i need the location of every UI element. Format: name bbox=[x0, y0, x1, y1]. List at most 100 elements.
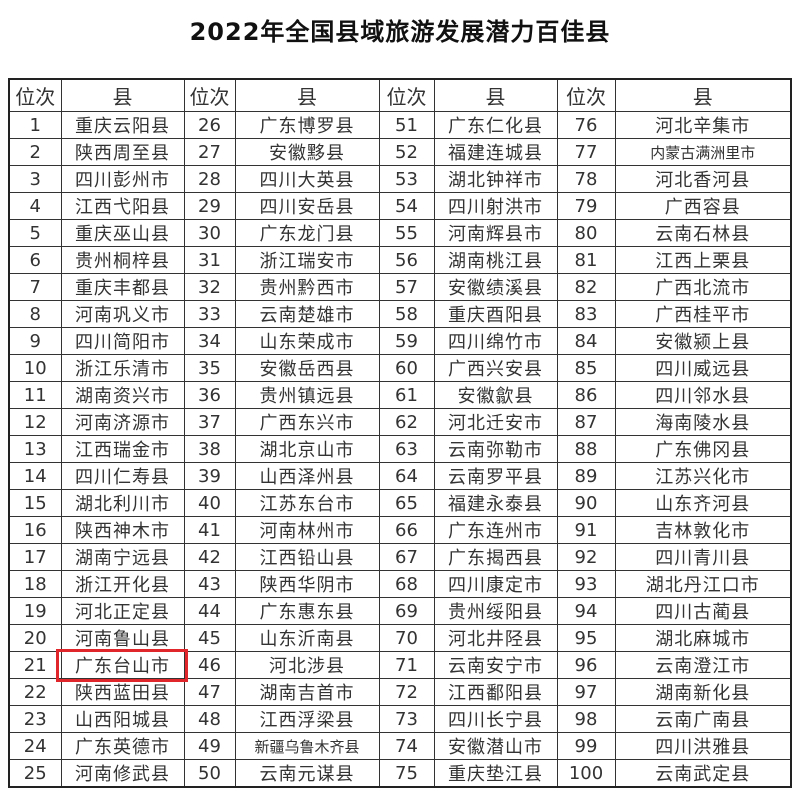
county-cell: 安徽岳西县 bbox=[234, 354, 380, 382]
county-name: 湖南桃江县 bbox=[448, 251, 543, 272]
table-row: 7 重庆丰都县 32 贵州黔西市 57 安徽绩溪县 82 广西北流市 bbox=[8, 273, 792, 301]
county-name: 四川青川县 bbox=[655, 548, 751, 569]
rank-cell: 19 bbox=[8, 597, 62, 625]
county-cell: 河南修武县 bbox=[60, 759, 185, 788]
county-cell: 四川洪雅县 bbox=[614, 732, 792, 760]
county-name: 浙江瑞安市 bbox=[259, 251, 355, 272]
county-cell: 安徽潜山市 bbox=[433, 732, 558, 760]
rank-cell: 5 bbox=[8, 219, 62, 247]
county-cell: 广东英德市 bbox=[60, 732, 185, 760]
rank-cell: 53 bbox=[378, 165, 435, 193]
county-header: 县 bbox=[234, 78, 380, 112]
county-cell: 湖南宁远县 bbox=[60, 543, 185, 571]
county-name: 四川长宁县 bbox=[448, 710, 543, 731]
rank-cell: 36 bbox=[183, 381, 236, 409]
county-cell: 四川彭州市 bbox=[60, 165, 185, 193]
county-cell: 贵州镇远县 bbox=[234, 381, 380, 409]
rank-cell: 78 bbox=[556, 165, 616, 193]
rank-cell: 62 bbox=[378, 408, 435, 436]
rank-cell: 68 bbox=[378, 570, 435, 598]
county-cell: 陕西周至县 bbox=[60, 138, 185, 166]
rank-cell: 23 bbox=[8, 705, 62, 733]
rank-cell: 18 bbox=[8, 570, 62, 598]
rank-cell: 96 bbox=[556, 651, 616, 679]
rank-cell: 55 bbox=[378, 219, 435, 247]
county-name: 四川邻水县 bbox=[655, 386, 751, 407]
rank-cell: 52 bbox=[378, 138, 435, 166]
rank-cell: 57 bbox=[378, 273, 435, 301]
county-name: 四川射洪市 bbox=[448, 197, 543, 218]
county-name: 广东台山市 bbox=[75, 656, 170, 677]
county-name: 湖北京山市 bbox=[259, 440, 355, 461]
county-name: 山东沂南县 bbox=[259, 629, 355, 650]
county-name: 山西阳城县 bbox=[75, 710, 170, 731]
county-name: 湖南宁远县 bbox=[75, 548, 170, 569]
county-cell: 山东沂南县 bbox=[234, 624, 380, 652]
county-cell: 河北辛集市 bbox=[614, 111, 792, 139]
rank-cell: 13 bbox=[8, 435, 62, 463]
county-cell: 山东荣成市 bbox=[234, 327, 380, 355]
rank-cell: 94 bbox=[556, 597, 616, 625]
county-cell: 浙江开化县 bbox=[60, 570, 185, 598]
rank-cell: 89 bbox=[556, 462, 616, 490]
county-cell: 新疆乌鲁木齐县 bbox=[234, 732, 380, 760]
county-cell: 云南楚雄市 bbox=[234, 300, 380, 328]
county-cell: 广东佛冈县 bbox=[614, 435, 792, 463]
county-name: 江西鄱阳县 bbox=[448, 683, 543, 704]
rank-cell: 34 bbox=[183, 327, 236, 355]
county-name: 广东博罗县 bbox=[259, 116, 355, 137]
county-cell: 河南林州市 bbox=[234, 516, 380, 544]
county-cell: 广西兴安县 bbox=[433, 354, 558, 382]
county-name: 四川威远县 bbox=[655, 359, 751, 380]
county-cell: 河北迁安市 bbox=[433, 408, 558, 436]
county-name: 湖南吉首市 bbox=[259, 683, 355, 704]
county-cell: 广东揭西县 bbox=[433, 543, 558, 571]
rank-cell: 97 bbox=[556, 678, 616, 706]
county-cell: 河北井陉县 bbox=[433, 624, 558, 652]
rank-cell: 50 bbox=[183, 759, 236, 788]
rank-cell: 85 bbox=[556, 354, 616, 382]
county-cell: 吉林敦化市 bbox=[614, 516, 792, 544]
county-name: 河北辛集市 bbox=[655, 116, 751, 137]
county-name: 山西泽州县 bbox=[259, 467, 355, 488]
table-row: 2 陕西周至县 27 安徽黟县 52 福建连城县 77 内蒙古满洲里市 bbox=[8, 138, 792, 166]
county-cell: 安徽颍上县 bbox=[614, 327, 792, 355]
rank-cell: 66 bbox=[378, 516, 435, 544]
rank-cell: 61 bbox=[378, 381, 435, 409]
county-cell: 江西瑞金市 bbox=[60, 435, 185, 463]
table-row: 21 广东台山市 46 河北涉县 71 云南安宁市 96 云南澄江市 bbox=[8, 649, 792, 682]
county-cell: 贵州黔西市 bbox=[234, 273, 380, 301]
county-cell: 河南鲁山县 bbox=[60, 624, 185, 652]
county-cell: 四川威远县 bbox=[614, 354, 792, 382]
rank-cell: 39 bbox=[183, 462, 236, 490]
county-name: 河北香河县 bbox=[655, 170, 751, 191]
county-name: 广东惠东县 bbox=[259, 602, 355, 623]
county-cell: 四川绵竹市 bbox=[433, 327, 558, 355]
county-cell: 云南罗平县 bbox=[433, 462, 558, 490]
county-cell: 四川青川县 bbox=[614, 543, 792, 571]
rank-cell: 31 bbox=[183, 246, 236, 274]
table-row: 15 湖北利川市 40 江苏东台市 65 福建永泰县 90 山东齐河县 bbox=[8, 489, 792, 517]
rank-cell: 43 bbox=[183, 570, 236, 598]
rank-cell: 74 bbox=[378, 732, 435, 760]
rank-cell: 45 bbox=[183, 624, 236, 652]
county-cell: 河北正定县 bbox=[60, 597, 185, 625]
rank-cell: 95 bbox=[556, 624, 616, 652]
county-name: 河南巩义市 bbox=[75, 305, 170, 326]
county-cell: 河南辉县市 bbox=[433, 219, 558, 247]
county-cell: 四川邻水县 bbox=[614, 381, 792, 409]
county-cell: 重庆酉阳县 bbox=[433, 300, 558, 328]
county-name: 贵州黔西市 bbox=[259, 278, 355, 299]
county-name: 河南鲁山县 bbox=[75, 629, 170, 650]
county-cell: 四川安岳县 bbox=[234, 192, 380, 220]
county-name: 江苏东台市 bbox=[259, 494, 355, 515]
rank-cell: 80 bbox=[556, 219, 616, 247]
county-name: 四川彭州市 bbox=[75, 170, 170, 191]
rank-cell: 8 bbox=[8, 300, 62, 328]
county-name: 陕西周至县 bbox=[75, 143, 170, 164]
county-cell: 云南弥勒市 bbox=[433, 435, 558, 463]
county-cell: 四川长宁县 bbox=[433, 705, 558, 733]
table-row: 1 重庆云阳县 26 广东博罗县 51 广东仁化县 76 河北辛集市 bbox=[8, 111, 792, 139]
county-name: 广西兴安县 bbox=[448, 359, 543, 380]
county-name: 广西东兴市 bbox=[259, 413, 355, 434]
